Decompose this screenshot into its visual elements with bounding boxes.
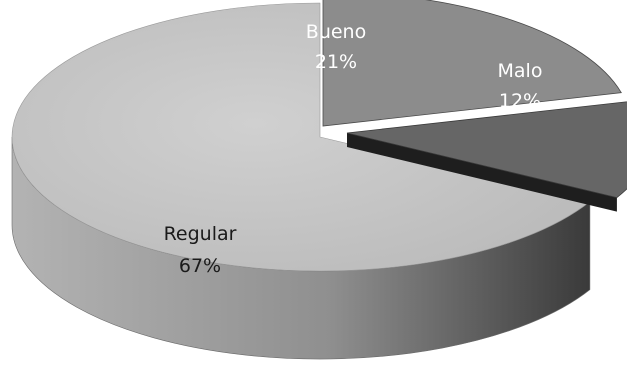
pie-slice-malo [346,101,627,199]
data-label-malo-percent: 12% [499,90,541,112]
data-label-bueno-category: Bueno [306,21,366,43]
data-label-malo-category: Malo [498,60,543,82]
data-label-regular-category: Regular [164,223,237,245]
pie-slice-bueno [322,0,622,127]
pie-slice-malo-side [347,133,617,212]
data-label-bueno-percent: 21% [315,51,357,73]
data-label-regular-percent: 67% [179,255,221,277]
pie-slice-regular [11,2,591,272]
